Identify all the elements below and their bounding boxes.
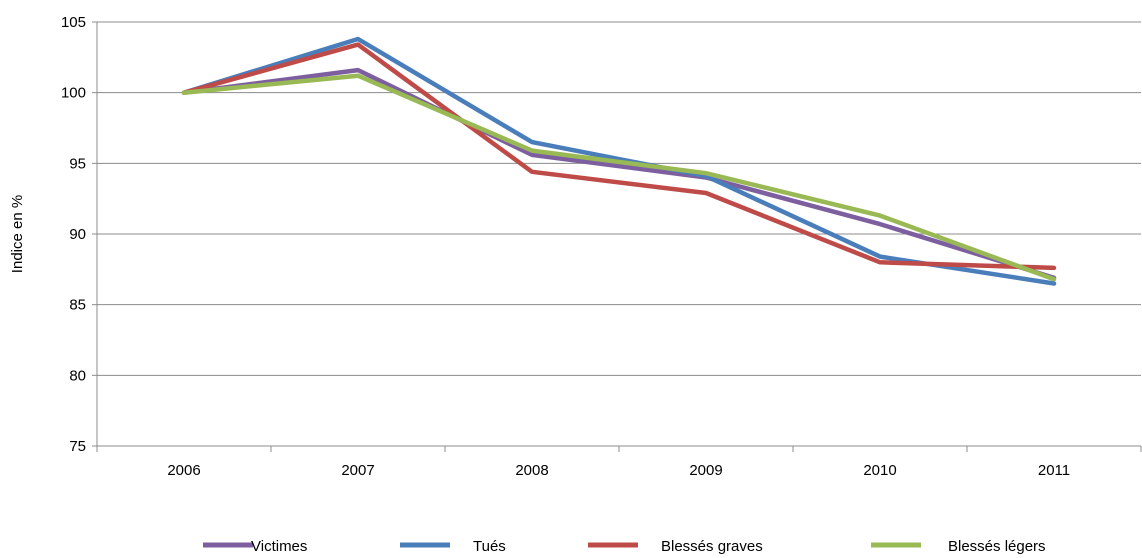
series-line-0 bbox=[181, 67, 1057, 281]
x-tick-label: 2009 bbox=[689, 462, 722, 479]
x-tick-label: 2008 bbox=[515, 462, 548, 479]
x-tick-label: 2006 bbox=[167, 462, 200, 479]
legend: Victimes Tués Blessés graves Blessés légers bbox=[203, 538, 1046, 555]
x-tick-label: 2010 bbox=[863, 462, 896, 479]
y-tick-label: 75 bbox=[69, 438, 86, 455]
x-tick-label: 2011 bbox=[1038, 462, 1070, 479]
y-tick-label: 85 bbox=[69, 297, 86, 314]
y-tick-label: 80 bbox=[69, 367, 86, 384]
x-tick-label: 2007 bbox=[341, 462, 374, 479]
x-tick-labels: 2006 2007 2008 2009 2010 2011 bbox=[167, 462, 1070, 479]
y-tick-label: 95 bbox=[69, 155, 86, 172]
series-line-3 bbox=[181, 73, 1057, 282]
legend-label: Victimes bbox=[251, 538, 307, 555]
y-tick-labels: 75 80 85 90 95 100 105 bbox=[61, 14, 86, 455]
legend-label: Blessés graves bbox=[661, 538, 763, 555]
legend-label: Tués bbox=[473, 538, 506, 555]
axes bbox=[92, 21, 1142, 452]
series-lines bbox=[181, 36, 1057, 286]
gridlines bbox=[97, 21, 1141, 376]
y-tick-label: 90 bbox=[69, 226, 86, 243]
legend-label: Blessés légers bbox=[948, 538, 1046, 555]
y-tick-label: 100 bbox=[61, 85, 86, 102]
series-line-2 bbox=[181, 42, 1057, 271]
y-axis-title: Indice en % bbox=[9, 195, 26, 273]
y-tick-label: 105 bbox=[61, 14, 86, 31]
